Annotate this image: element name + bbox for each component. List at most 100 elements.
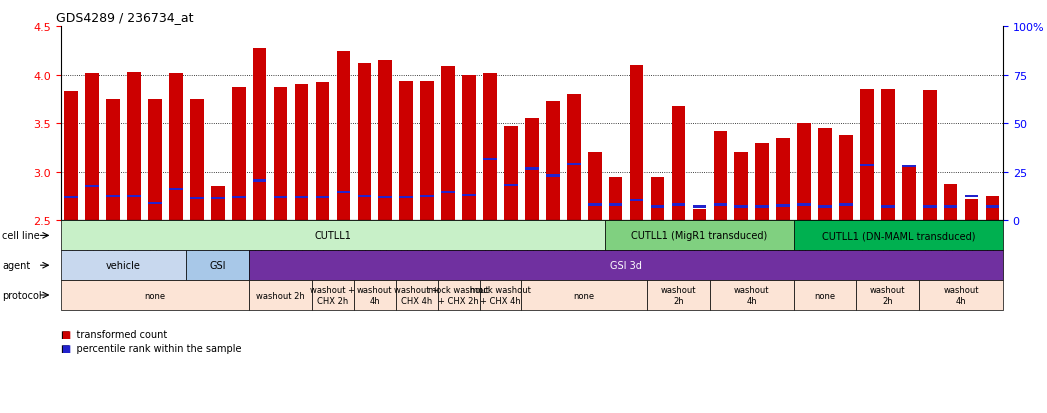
Text: ■  transformed count: ■ transformed count: [61, 329, 166, 339]
Text: washout 2h: washout 2h: [257, 291, 305, 300]
Bar: [86, 185, 99, 188]
Bar: [65, 92, 79, 221]
Text: washout
4h: washout 4h: [357, 286, 393, 305]
Bar: [798, 204, 811, 206]
Text: vehicle: vehicle: [106, 261, 141, 271]
Text: washout
4h: washout 4h: [943, 286, 979, 305]
Text: washout
2h: washout 2h: [870, 286, 906, 305]
Bar: [651, 206, 664, 208]
Bar: [421, 195, 435, 198]
Text: ■: ■: [61, 329, 70, 339]
Bar: [400, 82, 413, 221]
Bar: [170, 188, 183, 191]
Bar: [944, 185, 957, 221]
Bar: [274, 88, 287, 221]
Bar: [295, 85, 309, 221]
Bar: [128, 72, 140, 221]
Bar: [567, 95, 580, 221]
Bar: [819, 206, 831, 208]
Bar: [735, 206, 749, 208]
Text: CUTLL1: CUTLL1: [314, 231, 352, 241]
Bar: [861, 90, 873, 221]
Text: mock washout
+ CHX 2h: mock washout + CHX 2h: [428, 286, 489, 305]
Text: washout +
CHX 2h: washout + CHX 2h: [311, 286, 355, 305]
Bar: [609, 204, 622, 206]
Bar: [191, 197, 204, 199]
Bar: [776, 205, 789, 207]
Bar: [232, 196, 245, 199]
Bar: [840, 135, 852, 221]
Bar: [170, 74, 183, 221]
Text: CUTLL1 (MigR1 transduced): CUTLL1 (MigR1 transduced): [631, 231, 767, 241]
Bar: [484, 158, 497, 161]
Bar: [776, 138, 789, 221]
Text: mock washout
+ CHX 4h: mock washout + CHX 4h: [470, 286, 531, 305]
Text: ■  percentile rank within the sample: ■ percentile rank within the sample: [61, 343, 241, 353]
Bar: [714, 204, 727, 206]
Bar: [882, 206, 894, 208]
Bar: [693, 209, 707, 221]
Bar: [672, 204, 686, 206]
Bar: [547, 175, 560, 177]
Bar: [253, 49, 266, 221]
Text: protocol: protocol: [2, 290, 42, 300]
Bar: [588, 204, 601, 206]
Bar: [588, 153, 601, 221]
Bar: [421, 82, 435, 221]
Text: none: none: [144, 291, 165, 300]
Bar: [463, 194, 475, 197]
Bar: [316, 83, 330, 221]
Bar: [755, 143, 768, 221]
Bar: [337, 52, 350, 221]
Bar: [672, 107, 686, 221]
Text: none: none: [574, 291, 595, 300]
Bar: [128, 195, 140, 198]
Bar: [274, 196, 287, 199]
Bar: [861, 164, 873, 166]
Bar: [965, 195, 978, 198]
Text: none: none: [815, 291, 836, 300]
Bar: [630, 199, 643, 202]
Bar: [191, 100, 204, 221]
Text: washout
2h: washout 2h: [661, 286, 696, 305]
Bar: [840, 204, 852, 206]
Bar: [567, 163, 580, 166]
Bar: [714, 132, 727, 221]
Bar: [526, 119, 538, 221]
Bar: [651, 177, 664, 221]
Text: washout
4h: washout 4h: [734, 286, 770, 305]
Text: agent: agent: [2, 261, 30, 271]
Bar: [901, 165, 915, 168]
Bar: [923, 206, 936, 208]
Bar: [295, 196, 309, 199]
Bar: [965, 199, 978, 221]
Bar: [505, 185, 517, 187]
Bar: [107, 195, 120, 198]
Bar: [442, 191, 454, 194]
Bar: [944, 206, 957, 208]
Bar: [526, 168, 538, 171]
Bar: [211, 197, 225, 199]
Bar: [923, 91, 936, 221]
Bar: [107, 100, 120, 221]
Bar: [798, 124, 811, 221]
Bar: [986, 206, 999, 208]
Bar: [442, 66, 454, 221]
Bar: [986, 197, 999, 221]
Text: cell line: cell line: [2, 231, 40, 241]
Bar: [211, 187, 225, 221]
Bar: [316, 196, 330, 199]
Bar: [358, 64, 372, 221]
Bar: [149, 100, 162, 221]
Bar: [253, 180, 266, 182]
Bar: [693, 206, 707, 208]
Bar: [149, 202, 162, 204]
Bar: [609, 177, 622, 221]
Text: washout +
CHX 4h: washout + CHX 4h: [395, 286, 439, 305]
Text: GSI: GSI: [209, 261, 226, 271]
Bar: [505, 127, 517, 221]
Bar: [901, 166, 915, 221]
Bar: [86, 74, 99, 221]
Bar: [337, 191, 350, 194]
Bar: [547, 102, 560, 221]
